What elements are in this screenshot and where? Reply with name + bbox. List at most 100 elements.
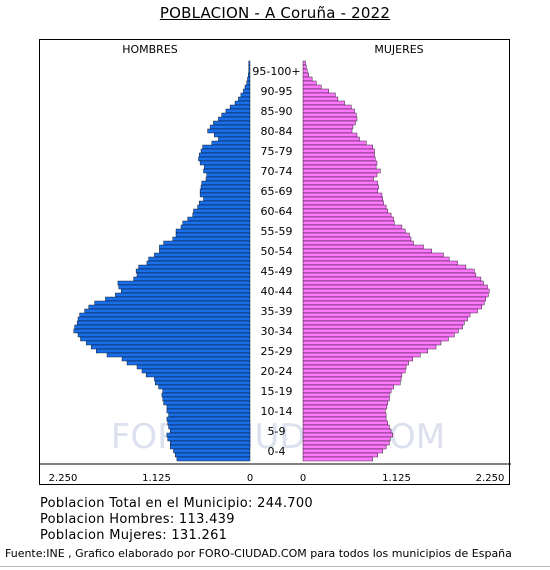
- men-bar: [146, 260, 251, 266]
- age-group-label: 80-84: [261, 125, 293, 138]
- women-bar: [302, 384, 394, 390]
- age-group-label: 95-100+: [252, 65, 300, 78]
- age-group-label: 0-4: [268, 445, 286, 458]
- men-bar: [209, 124, 251, 130]
- women-bar: [302, 324, 463, 330]
- men-bar: [182, 220, 251, 226]
- women-bar: [302, 172, 378, 178]
- women-bar: [302, 420, 389, 426]
- chart-title: POBLACION - A Coruña - 2022: [159, 4, 391, 22]
- men-bar: [169, 444, 251, 450]
- men-label: HOMBRES: [122, 43, 178, 56]
- men-bar: [161, 392, 251, 398]
- men-bar: [169, 428, 251, 434]
- men-bar: [172, 236, 251, 242]
- men-bar: [155, 380, 251, 386]
- women-bar: [302, 184, 379, 190]
- women-bar: [302, 144, 374, 150]
- women-bar: [302, 120, 356, 126]
- men-bar: [138, 264, 251, 270]
- age-group-label: 45-49: [261, 265, 293, 278]
- women-bar: [302, 320, 465, 326]
- men-bar: [126, 360, 251, 366]
- age-group-label: 55-59: [261, 225, 293, 238]
- women-bars: [302, 60, 490, 462]
- women-bar: [302, 312, 471, 318]
- women-bar: [302, 408, 386, 414]
- women-bar: [302, 220, 395, 226]
- men-bar: [162, 388, 251, 394]
- men-bar: [96, 348, 251, 354]
- women-bar: [302, 444, 387, 450]
- x-tick-label-women: 0: [300, 473, 306, 484]
- x-tick-label-women: 1.125: [382, 473, 411, 484]
- women-bar: [302, 100, 345, 106]
- women-bar: [302, 416, 387, 422]
- women-bar: [302, 192, 383, 198]
- women-bar: [302, 424, 390, 430]
- women-bar: [302, 256, 450, 262]
- women-bar: [302, 280, 484, 286]
- women-bar: [302, 412, 387, 418]
- stat-total-population: Poblacion Total en el Municipio: 244.700: [40, 496, 314, 511]
- women-bar: [302, 212, 392, 218]
- men-bar: [163, 400, 251, 406]
- men-bar: [175, 232, 251, 238]
- men-bar: [136, 272, 251, 278]
- women-bar: [302, 124, 354, 130]
- x-axis-ticks: 2.250 1.125 0 0 1.125 2.250: [49, 473, 505, 484]
- men-bar: [141, 368, 251, 374]
- men-bar: [159, 248, 251, 254]
- women-bar: [302, 400, 389, 406]
- men-bar: [213, 120, 251, 126]
- women-bar: [302, 208, 389, 214]
- men-bar: [117, 280, 251, 286]
- men-bar: [154, 376, 251, 382]
- men-bar: [205, 176, 251, 182]
- men-bar: [74, 324, 251, 330]
- women-bar: [302, 128, 353, 134]
- women-bar: [302, 64, 307, 70]
- women-bar: [302, 76, 313, 82]
- men-bar: [145, 372, 251, 378]
- men-bar: [197, 204, 251, 210]
- age-group-label: 30-34: [261, 325, 293, 338]
- women-bar: [302, 164, 377, 170]
- men-bar: [199, 200, 251, 206]
- men-bar: [211, 140, 251, 146]
- women-bar: [302, 196, 384, 202]
- women-bar: [302, 152, 375, 158]
- men-bar: [163, 240, 251, 246]
- chart-frame: FORO-CIUDAD.COM HOMBRES MUJERES 95-100+ 9…: [39, 39, 511, 485]
- men-bar: [166, 408, 251, 414]
- age-group-label: 40-44: [261, 285, 293, 298]
- women-bar: [302, 108, 355, 114]
- men-bar: [238, 96, 251, 102]
- age-group-label: 5-9: [268, 425, 286, 438]
- women-bar: [302, 440, 390, 446]
- source-note: Fuente:INE , Grafico elaborado por FORO-…: [5, 547, 512, 560]
- men-bar: [80, 336, 251, 342]
- women-bar: [302, 284, 488, 290]
- women-bar: [302, 360, 409, 366]
- men-bar: [133, 276, 251, 282]
- women-bar: [302, 224, 403, 230]
- bottom-rule: [0, 566, 550, 567]
- men-bar: [234, 100, 251, 106]
- men-bar: [159, 244, 251, 250]
- men-bar: [94, 300, 251, 306]
- age-group-labels: 95-100+ 90-95 85-90 80-84 75-79 70-74 65-69 60-…: [252, 65, 300, 458]
- men-bar: [202, 144, 251, 150]
- men-bar: [166, 404, 251, 410]
- age-group-label: 85-90: [261, 105, 293, 118]
- women-bar: [302, 236, 412, 242]
- women-bar: [302, 96, 339, 102]
- men-bar: [201, 180, 251, 186]
- women-bar: [302, 216, 394, 222]
- women-bar: [302, 376, 402, 382]
- men-bar: [206, 172, 251, 178]
- men-bars: [73, 60, 251, 462]
- women-bar: [302, 356, 413, 362]
- women-bar: [302, 308, 478, 314]
- men-bar: [118, 284, 251, 290]
